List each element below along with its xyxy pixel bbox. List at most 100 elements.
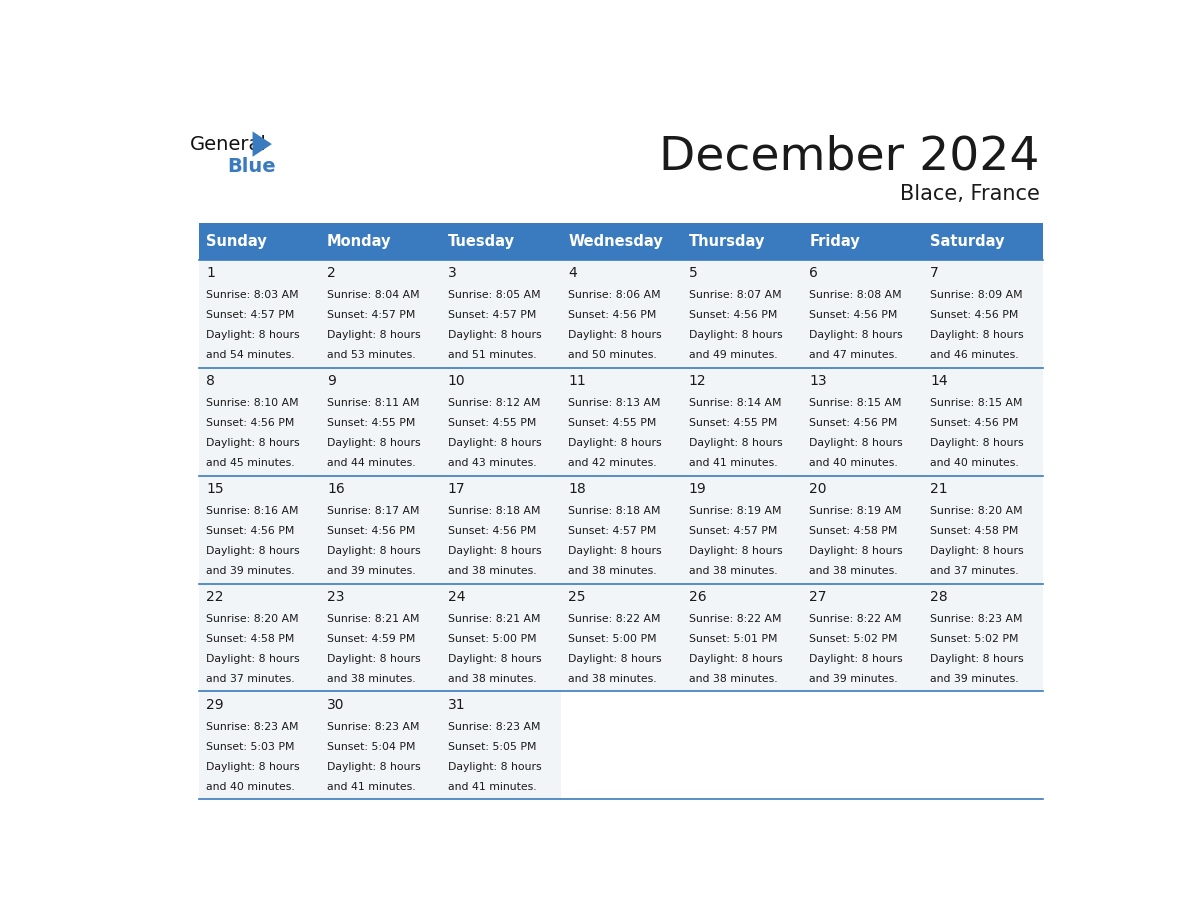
Text: Daylight: 8 hours: Daylight: 8 hours bbox=[689, 330, 783, 341]
Bar bbox=[802, 223, 923, 260]
Text: Sunrise: 8:04 AM: Sunrise: 8:04 AM bbox=[327, 290, 419, 300]
Text: Daylight: 8 hours: Daylight: 8 hours bbox=[689, 654, 783, 664]
Text: 20: 20 bbox=[809, 482, 827, 497]
Text: and 40 minutes.: and 40 minutes. bbox=[809, 458, 898, 468]
Text: Blace, France: Blace, France bbox=[899, 185, 1040, 205]
Text: Sunset: 5:02 PM: Sunset: 5:02 PM bbox=[930, 633, 1018, 644]
Text: and 38 minutes.: and 38 minutes. bbox=[448, 674, 536, 684]
Text: Sunset: 4:56 PM: Sunset: 4:56 PM bbox=[568, 310, 657, 320]
Text: Daylight: 8 hours: Daylight: 8 hours bbox=[568, 330, 662, 341]
Text: Sunrise: 8:22 AM: Sunrise: 8:22 AM bbox=[809, 614, 902, 624]
Text: Sunset: 4:56 PM: Sunset: 4:56 PM bbox=[207, 418, 295, 428]
Text: Daylight: 8 hours: Daylight: 8 hours bbox=[448, 762, 542, 772]
Text: 17: 17 bbox=[448, 482, 466, 497]
Text: and 41 minutes.: and 41 minutes. bbox=[327, 781, 416, 791]
Text: Sunrise: 8:19 AM: Sunrise: 8:19 AM bbox=[809, 506, 902, 516]
Text: Sunrise: 8:17 AM: Sunrise: 8:17 AM bbox=[327, 506, 419, 516]
Text: Sunrise: 8:23 AM: Sunrise: 8:23 AM bbox=[327, 722, 419, 732]
Text: Sunset: 4:58 PM: Sunset: 4:58 PM bbox=[809, 526, 898, 536]
Text: Sunrise: 8:14 AM: Sunrise: 8:14 AM bbox=[689, 398, 782, 409]
Text: and 38 minutes.: and 38 minutes. bbox=[689, 565, 777, 576]
Text: Sunday: Sunday bbox=[207, 234, 267, 249]
Text: Blue: Blue bbox=[228, 157, 277, 176]
Text: Sunrise: 8:08 AM: Sunrise: 8:08 AM bbox=[809, 290, 902, 300]
Text: Daylight: 8 hours: Daylight: 8 hours bbox=[568, 438, 662, 448]
Text: Sunset: 4:55 PM: Sunset: 4:55 PM bbox=[689, 418, 777, 428]
Text: Sunset: 4:55 PM: Sunset: 4:55 PM bbox=[568, 418, 657, 428]
Text: Sunrise: 8:07 AM: Sunrise: 8:07 AM bbox=[689, 290, 782, 300]
Text: 14: 14 bbox=[930, 375, 948, 388]
Text: 25: 25 bbox=[568, 590, 586, 604]
Text: Daylight: 8 hours: Daylight: 8 hours bbox=[689, 546, 783, 556]
Text: 4: 4 bbox=[568, 266, 577, 281]
Text: and 43 minutes.: and 43 minutes. bbox=[448, 458, 536, 468]
Text: Daylight: 8 hours: Daylight: 8 hours bbox=[207, 438, 301, 448]
Text: 29: 29 bbox=[207, 698, 225, 712]
Text: Daylight: 8 hours: Daylight: 8 hours bbox=[809, 330, 903, 341]
Text: and 39 minutes.: and 39 minutes. bbox=[930, 674, 1018, 684]
Text: 24: 24 bbox=[448, 590, 465, 604]
Text: Sunset: 4:56 PM: Sunset: 4:56 PM bbox=[809, 418, 898, 428]
Text: 31: 31 bbox=[448, 698, 466, 712]
Text: Daylight: 8 hours: Daylight: 8 hours bbox=[207, 762, 301, 772]
Text: Daylight: 8 hours: Daylight: 8 hours bbox=[207, 546, 301, 556]
Bar bbox=[200, 223, 320, 260]
Bar bbox=[923, 691, 1043, 800]
Polygon shape bbox=[253, 131, 272, 157]
Bar bbox=[200, 368, 1043, 476]
Bar bbox=[682, 691, 802, 800]
Text: Sunrise: 8:16 AM: Sunrise: 8:16 AM bbox=[207, 506, 299, 516]
Text: and 42 minutes.: and 42 minutes. bbox=[568, 458, 657, 468]
Text: Sunset: 5:01 PM: Sunset: 5:01 PM bbox=[689, 633, 777, 644]
Text: Sunrise: 8:21 AM: Sunrise: 8:21 AM bbox=[327, 614, 419, 624]
Text: Daylight: 8 hours: Daylight: 8 hours bbox=[327, 330, 421, 341]
Bar bbox=[200, 584, 1043, 691]
Text: Sunrise: 8:15 AM: Sunrise: 8:15 AM bbox=[930, 398, 1023, 409]
Bar bbox=[320, 223, 441, 260]
Text: and 38 minutes.: and 38 minutes. bbox=[448, 565, 536, 576]
Text: 10: 10 bbox=[448, 375, 466, 388]
Text: Daylight: 8 hours: Daylight: 8 hours bbox=[327, 546, 421, 556]
Text: Sunrise: 8:22 AM: Sunrise: 8:22 AM bbox=[689, 614, 782, 624]
Bar bbox=[441, 223, 561, 260]
Bar bbox=[682, 223, 802, 260]
Text: 13: 13 bbox=[809, 375, 827, 388]
Text: Sunrise: 8:21 AM: Sunrise: 8:21 AM bbox=[448, 614, 541, 624]
Text: Sunset: 5:05 PM: Sunset: 5:05 PM bbox=[448, 742, 536, 752]
Text: and 40 minutes.: and 40 minutes. bbox=[207, 781, 295, 791]
Text: Sunset: 4:56 PM: Sunset: 4:56 PM bbox=[930, 310, 1018, 320]
Text: Daylight: 8 hours: Daylight: 8 hours bbox=[809, 438, 903, 448]
Text: 26: 26 bbox=[689, 590, 707, 604]
Text: Sunrise: 8:23 AM: Sunrise: 8:23 AM bbox=[207, 722, 299, 732]
Text: 9: 9 bbox=[327, 375, 336, 388]
Bar bbox=[200, 691, 1043, 800]
Text: Sunrise: 8:19 AM: Sunrise: 8:19 AM bbox=[689, 506, 782, 516]
Text: Monday: Monday bbox=[327, 234, 392, 249]
Text: Sunset: 4:55 PM: Sunset: 4:55 PM bbox=[448, 418, 536, 428]
Text: Sunset: 4:58 PM: Sunset: 4:58 PM bbox=[207, 633, 295, 644]
Text: Sunset: 4:59 PM: Sunset: 4:59 PM bbox=[327, 633, 416, 644]
Text: Sunset: 4:56 PM: Sunset: 4:56 PM bbox=[327, 526, 416, 536]
Text: Sunrise: 8:22 AM: Sunrise: 8:22 AM bbox=[568, 614, 661, 624]
Text: Sunset: 4:57 PM: Sunset: 4:57 PM bbox=[327, 310, 416, 320]
Text: and 39 minutes.: and 39 minutes. bbox=[207, 565, 295, 576]
Text: Daylight: 8 hours: Daylight: 8 hours bbox=[448, 654, 542, 664]
Text: Sunset: 4:57 PM: Sunset: 4:57 PM bbox=[568, 526, 657, 536]
Text: Thursday: Thursday bbox=[689, 234, 765, 249]
Text: Sunset: 4:56 PM: Sunset: 4:56 PM bbox=[930, 418, 1018, 428]
Text: 11: 11 bbox=[568, 375, 586, 388]
Text: Sunrise: 8:10 AM: Sunrise: 8:10 AM bbox=[207, 398, 299, 409]
Text: Daylight: 8 hours: Daylight: 8 hours bbox=[207, 654, 301, 664]
Text: Sunrise: 8:11 AM: Sunrise: 8:11 AM bbox=[327, 398, 419, 409]
Text: Daylight: 8 hours: Daylight: 8 hours bbox=[689, 438, 783, 448]
Text: December 2024: December 2024 bbox=[659, 135, 1040, 180]
Text: 3: 3 bbox=[448, 266, 456, 281]
Text: Sunset: 4:55 PM: Sunset: 4:55 PM bbox=[327, 418, 416, 428]
Text: and 38 minutes.: and 38 minutes. bbox=[568, 565, 657, 576]
Text: Daylight: 8 hours: Daylight: 8 hours bbox=[207, 330, 301, 341]
Text: Daylight: 8 hours: Daylight: 8 hours bbox=[809, 546, 903, 556]
Text: Sunrise: 8:20 AM: Sunrise: 8:20 AM bbox=[930, 506, 1023, 516]
Text: 19: 19 bbox=[689, 482, 707, 497]
Text: Sunset: 4:57 PM: Sunset: 4:57 PM bbox=[689, 526, 777, 536]
Text: Daylight: 8 hours: Daylight: 8 hours bbox=[568, 546, 662, 556]
